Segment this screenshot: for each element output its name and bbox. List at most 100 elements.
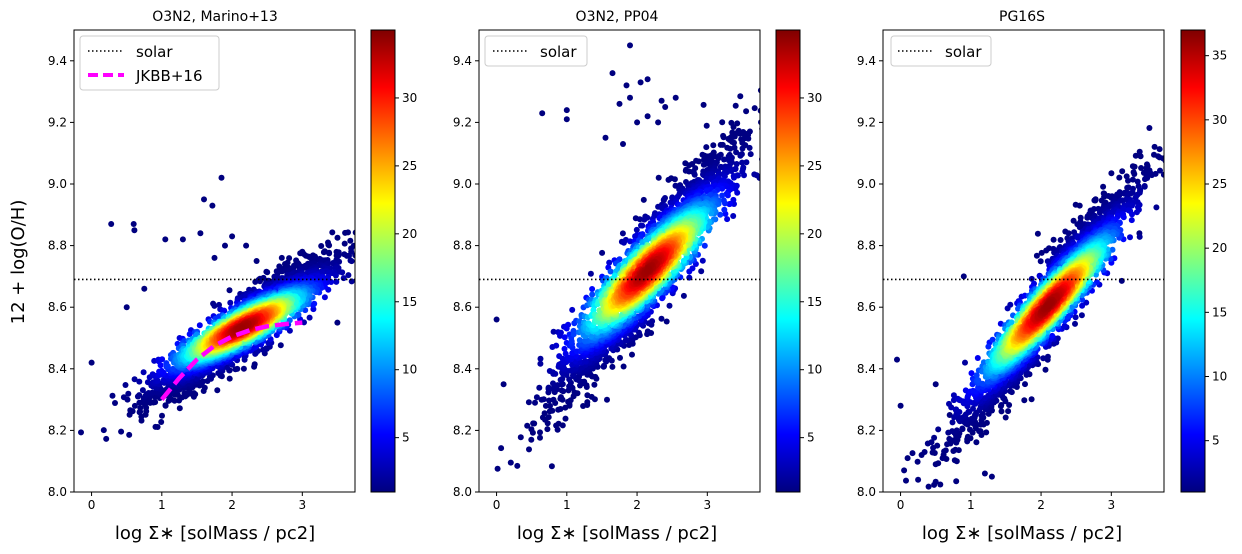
scatter-point — [721, 156, 727, 163]
scatter-point — [176, 405, 183, 412]
scatter-point — [680, 292, 687, 299]
scatter-point — [224, 364, 230, 371]
scatter-point — [558, 387, 565, 394]
scatter-point — [623, 82, 630, 89]
scatter-point — [627, 42, 633, 49]
scatter-point — [159, 412, 165, 419]
scatter-point — [627, 238, 634, 245]
scatter-point — [542, 402, 549, 409]
scatter-point — [584, 399, 591, 406]
scatter-point — [644, 214, 651, 221]
panel-1: O3N2, Marino+13 0 1 2 38.08.28.48.68.89.09.… — [48, 9, 417, 544]
scatter-point — [607, 268, 614, 275]
scatter-point — [348, 278, 355, 285]
scatter-point — [152, 399, 159, 406]
scatter-point — [162, 236, 169, 243]
scatter-point — [524, 422, 531, 429]
scatter-point — [739, 159, 746, 166]
scatter-point — [498, 445, 505, 452]
scatter-point — [721, 206, 728, 213]
colorbar-tick-label: 25 — [402, 159, 417, 173]
scatter-point — [554, 382, 561, 389]
scatter-point — [644, 76, 651, 83]
scatter-point — [720, 197, 727, 204]
scatter-point — [743, 159, 750, 166]
scatter-point — [517, 434, 524, 441]
scatter-point — [321, 294, 328, 301]
scatter-point — [557, 332, 563, 339]
y-tick-label: 8.8 — [48, 239, 67, 253]
scatter-point — [120, 394, 127, 401]
scatter-point — [334, 234, 341, 241]
scatter-point — [563, 325, 570, 332]
scatter-point — [537, 360, 544, 367]
panel-2: O3N2, PP04 0 1 2 38.08.28.48.68.89.09.29.4 … — [453, 9, 822, 544]
scatter-point — [695, 158, 702, 165]
scatter-point — [137, 405, 144, 411]
scatter-point — [260, 346, 267, 353]
scatter-point — [144, 379, 151, 386]
scatter-point — [541, 410, 548, 417]
scatter-point — [760, 117, 766, 123]
scatter-point — [620, 141, 626, 147]
scatter-point — [525, 399, 532, 406]
scatter-point — [345, 272, 352, 279]
scatter-point — [232, 366, 239, 373]
panel-1-legend-box — [79, 35, 220, 91]
scatter-point — [599, 249, 606, 256]
scatter-point — [127, 407, 134, 414]
scatter-point — [703, 188, 710, 195]
scatter-point — [609, 70, 616, 77]
scatter-point — [239, 324, 246, 331]
scatter-point — [141, 285, 148, 292]
scatter-point — [558, 394, 564, 401]
scatter-point — [576, 318, 583, 325]
scatter-point — [629, 351, 635, 358]
scatter-point — [326, 242, 333, 249]
x-tick-label: 1 — [158, 498, 166, 512]
scatter-point — [139, 387, 146, 394]
scatter-point — [222, 242, 228, 249]
scatter-point — [164, 363, 171, 370]
scatter-point — [559, 355, 566, 362]
scatter-point — [345, 229, 351, 236]
scatter-point — [731, 144, 738, 151]
scatter-point — [733, 161, 740, 167]
scatter-point — [636, 216, 643, 223]
scatter-point — [544, 426, 551, 433]
scatter-point — [186, 331, 193, 338]
scatter-point — [639, 222, 646, 229]
y-axis-label: 12 + log(O/H) — [8, 200, 29, 325]
scatter-point — [226, 287, 233, 294]
scatter-point — [154, 377, 161, 384]
scatter-point — [528, 436, 535, 443]
scatter-point — [587, 270, 594, 277]
scatter-point — [546, 408, 553, 415]
scatter-point — [672, 94, 679, 101]
y-tick-label: 8.0 — [48, 485, 67, 499]
scatter-point — [211, 254, 218, 261]
scatter-point — [152, 423, 159, 430]
scatter-point — [720, 134, 727, 141]
scatter-point — [698, 268, 705, 275]
scatter-point — [663, 318, 670, 325]
scatter-point — [243, 242, 250, 249]
y-tick-label: 9.0 — [48, 177, 67, 191]
scatter-point — [191, 390, 197, 397]
scatter-point — [197, 230, 204, 237]
scatter-point — [158, 367, 165, 374]
scatter-point — [569, 306, 576, 313]
scatter-point — [211, 302, 218, 309]
scatter-point — [617, 354, 623, 361]
scatter-point — [229, 233, 236, 240]
scatter-point — [123, 304, 130, 311]
y-tick-label: 8.6 — [48, 300, 67, 314]
scatter-point — [611, 272, 618, 279]
scatter-point — [130, 221, 137, 227]
scatter-point — [703, 144, 710, 151]
scatter-point — [739, 145, 746, 152]
scatter-point — [745, 135, 752, 142]
scatter-point — [532, 399, 538, 406]
scatter-point — [606, 259, 613, 266]
scatter-point — [719, 185, 726, 192]
